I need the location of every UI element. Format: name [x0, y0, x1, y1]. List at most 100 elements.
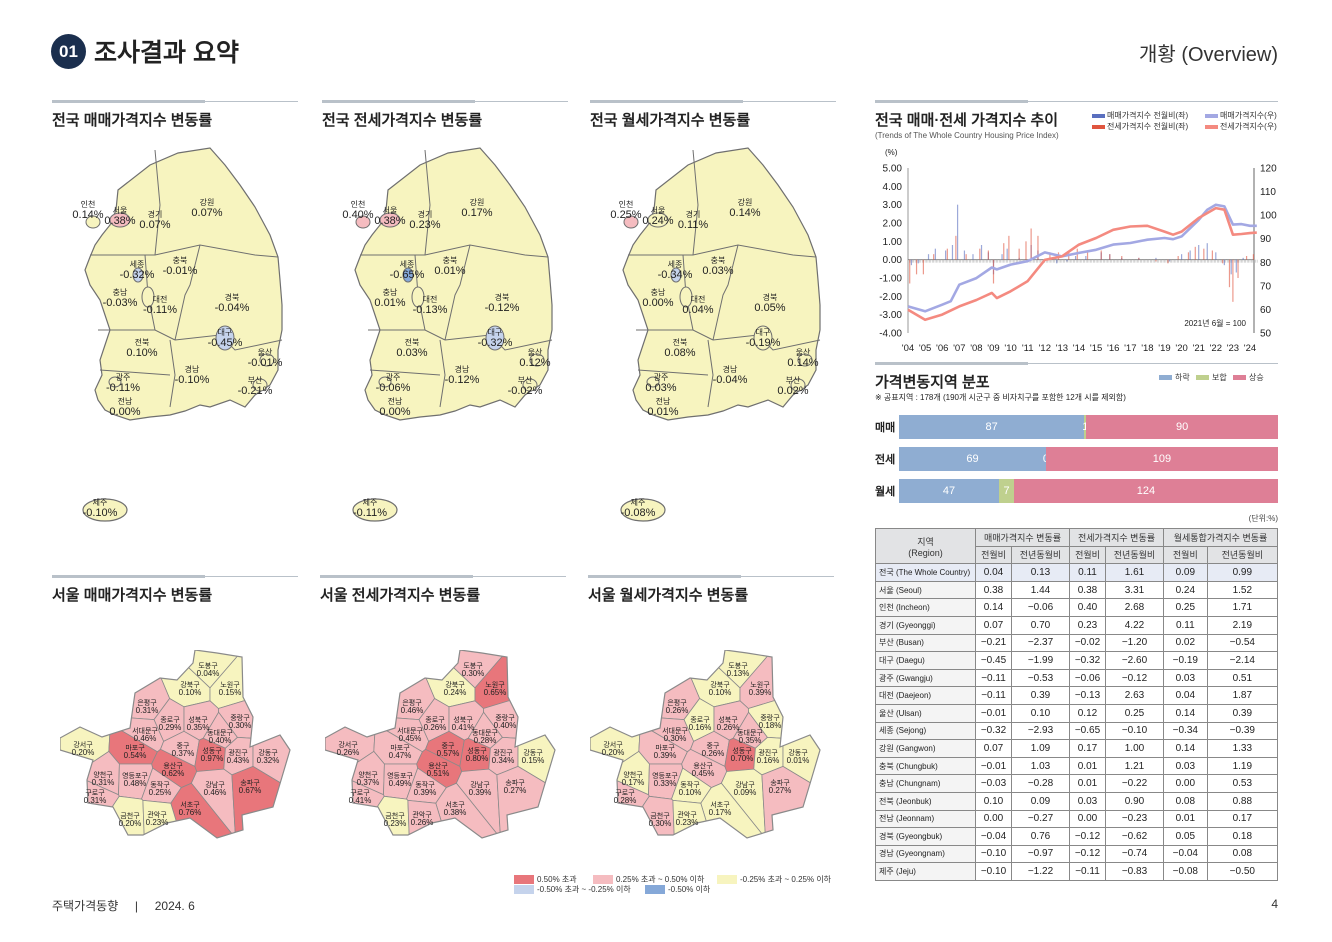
region-label: 전북0.08% — [664, 337, 695, 359]
district-value: 0.54% — [124, 751, 147, 760]
price-change-table: 지역 (Region) 매매가격지수 변동률 전세가격지수 변동률 월세통합가격지수 변… — [875, 527, 1279, 881]
monthly-change-bar — [1008, 235, 1010, 260]
value-cell: 0.70 — [1010, 615, 1071, 635]
value-cell: 0.00 — [975, 809, 1012, 829]
x-tick-label: '18 — [1141, 343, 1153, 354]
region-label: 울산-0.01% — [248, 347, 283, 369]
district-value: 0.48% — [124, 779, 147, 788]
value-cell: 0.12 — [1069, 703, 1106, 723]
monthly-change-bar — [1155, 259, 1157, 262]
value-cell: −0.39 — [1206, 721, 1279, 741]
value-cell: 0.11 — [1163, 615, 1208, 635]
value-cell: −0.08 — [1163, 862, 1208, 881]
district-value: 0.40% — [209, 736, 232, 745]
district-label: 중구0.37% — [172, 742, 195, 758]
region-header: 지역 (Region) — [875, 527, 976, 565]
table-row: 세종 (Sejong) −0.32 −2.93 −0.65 −0.10 −0.34 −0.3… — [875, 721, 1279, 741]
value-cell: −0.01 — [975, 756, 1012, 776]
region-value: -0.02% — [508, 385, 543, 397]
table-row: 광주 (Gwangju) −0.11 −0.53 −0.06 −0.12 0.03 0.51 — [875, 668, 1279, 688]
value-cell: −0.32 — [1069, 651, 1106, 670]
value-cell: −0.28 — [1010, 774, 1071, 793]
value-cell: −0.74 — [1104, 844, 1165, 864]
region-label: 대전-0.11% — [143, 294, 177, 316]
value-cell: 0.08 — [1206, 844, 1279, 864]
region-shape — [108, 376, 122, 388]
region-cell: 경기 (Gyeonggi) — [875, 615, 976, 635]
legend-swatch — [1205, 113, 1218, 118]
region-name: 전북 — [135, 337, 150, 347]
district-name: 광진구 — [758, 748, 778, 757]
value-cell: −0.62 — [1104, 827, 1165, 846]
value-cell: 0.14 — [975, 598, 1012, 617]
legend-swatch — [1205, 124, 1218, 129]
region-name: 충북 — [711, 256, 726, 265]
value-cell: −0.10 — [975, 844, 1012, 864]
district-value: 0.15% — [219, 688, 242, 697]
footer-publication: 주택가격동향 — [52, 899, 119, 913]
region-shape — [522, 378, 538, 392]
left-tick-label: 3.00 — [883, 200, 903, 211]
value-cell: −0.34 — [1163, 721, 1208, 741]
value-cell: 0.38 — [1069, 580, 1106, 600]
region-value: 0.17% — [461, 207, 492, 219]
district-name: 중구 — [707, 742, 720, 750]
right-tick-label: 100 — [1260, 211, 1277, 222]
distribution-section-header: 가격변동지역 분포 — [875, 362, 1278, 391]
region-name: 서울 — [113, 206, 128, 215]
district-value: 0.26% — [717, 723, 740, 732]
region-label: 경남-0.04% — [713, 364, 748, 386]
region-value: -0.01% — [248, 357, 283, 369]
value-cell: −1.22 — [1010, 862, 1071, 881]
left-tick-label: -2.00 — [879, 292, 902, 303]
district-value: 0.31% — [84, 796, 107, 805]
region-label: 부산-0.21% — [238, 375, 273, 397]
group-header: 매매가격지수 변동률 — [975, 528, 1070, 547]
x-tick-label: '13 — [1056, 343, 1068, 354]
distribution-row: 전세690109 — [875, 447, 1278, 471]
district-value: 0.01% — [787, 756, 810, 765]
district-value: 0.39% — [414, 788, 437, 797]
district-name: 성동구 — [467, 746, 487, 755]
region-shape — [259, 353, 275, 367]
value-cell: −1.20 — [1104, 633, 1165, 653]
monthly-change-bar — [1049, 252, 1051, 260]
region-name: 대구 — [488, 328, 503, 337]
district-value: 0.24% — [444, 688, 467, 697]
value-cell: 0.90 — [1104, 791, 1165, 811]
district-value: 0.35% — [739, 736, 762, 745]
region-label: 대전0.04% — [682, 294, 713, 316]
monthly-change-bar — [915, 259, 918, 275]
region-value: 0.01% — [647, 406, 678, 418]
monthly-change-bar — [1211, 250, 1213, 260]
monthly-change-bar — [1169, 259, 1171, 262]
region-label: 부산-0.02% — [508, 375, 543, 397]
district-value: 0.37% — [357, 778, 380, 787]
region-name: 경남 — [185, 364, 200, 374]
legend-swatch — [645, 885, 665, 894]
table-row: 강원 (Gangwon) 0.07 1.09 0.17 1.00 0.14 1.33 — [875, 739, 1279, 758]
index-line — [907, 206, 1257, 322]
region-name: 충남 — [383, 288, 398, 297]
right-tick-label: 110 — [1260, 187, 1276, 198]
region-value: 0.00% — [379, 406, 410, 418]
district-value: 0.41% — [349, 796, 372, 805]
district-name: 중구 — [442, 742, 455, 750]
region-value: -0.19% — [746, 337, 781, 349]
region-value: 0.38% — [374, 215, 405, 227]
value-cell: 0.38 — [975, 580, 1012, 600]
value-cell: −0.21 — [975, 633, 1012, 653]
region-label: 강원0.14% — [729, 197, 760, 219]
value-cell: −2.14 — [1206, 651, 1279, 670]
left-tick-label: 5.00 — [883, 164, 903, 175]
